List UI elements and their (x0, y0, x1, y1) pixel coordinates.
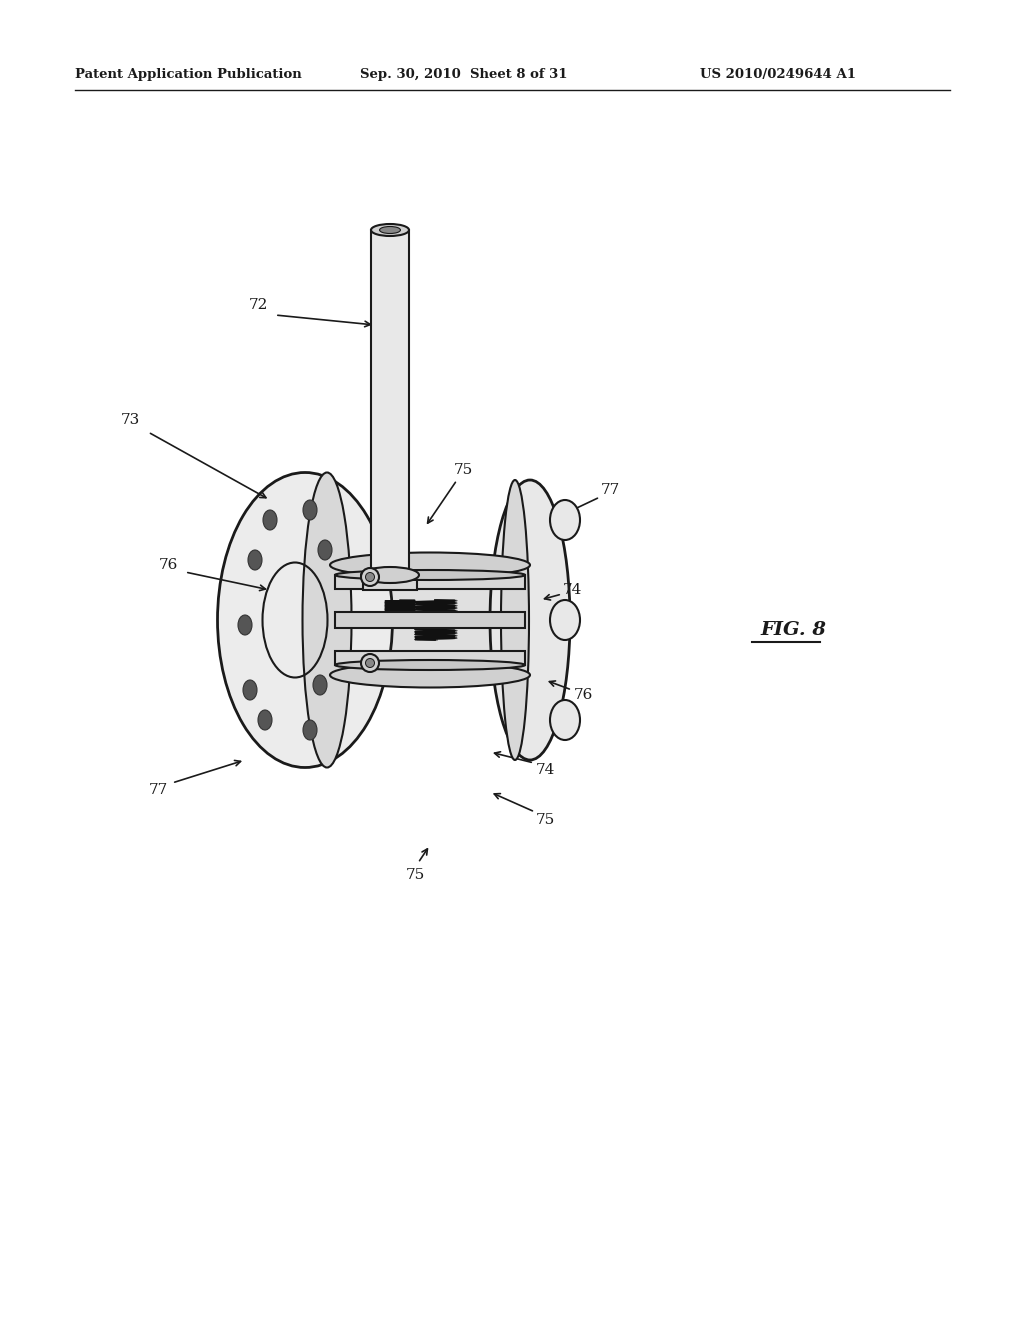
Ellipse shape (248, 550, 262, 570)
Polygon shape (330, 565, 530, 675)
Text: 74: 74 (562, 583, 582, 597)
Ellipse shape (318, 540, 332, 560)
Text: 73: 73 (121, 413, 139, 426)
Polygon shape (335, 651, 525, 665)
Text: 74: 74 (390, 483, 410, 498)
Text: 74: 74 (536, 763, 555, 777)
Text: Sep. 30, 2010  Sheet 8 of 31: Sep. 30, 2010 Sheet 8 of 31 (360, 69, 567, 81)
Ellipse shape (501, 480, 529, 760)
Ellipse shape (366, 573, 375, 582)
Ellipse shape (258, 710, 272, 730)
Ellipse shape (330, 663, 530, 688)
Ellipse shape (217, 473, 392, 767)
Polygon shape (362, 576, 417, 590)
Text: FIG. 8: FIG. 8 (760, 620, 826, 639)
Text: 75: 75 (454, 463, 473, 477)
Text: 72: 72 (248, 298, 267, 312)
Ellipse shape (361, 653, 379, 672)
Ellipse shape (303, 719, 317, 741)
Polygon shape (371, 230, 409, 570)
Text: 77: 77 (148, 783, 168, 797)
Ellipse shape (361, 568, 419, 583)
Text: 76: 76 (159, 558, 178, 572)
Polygon shape (335, 576, 525, 589)
Ellipse shape (238, 615, 252, 635)
Ellipse shape (550, 601, 580, 640)
Ellipse shape (263, 510, 278, 531)
Ellipse shape (335, 660, 525, 671)
Text: Patent Application Publication: Patent Application Publication (75, 69, 302, 81)
Ellipse shape (313, 675, 327, 696)
Ellipse shape (550, 500, 580, 540)
Text: 77: 77 (600, 483, 620, 498)
Ellipse shape (330, 553, 530, 578)
Ellipse shape (243, 680, 257, 700)
Text: 75: 75 (406, 869, 425, 882)
Ellipse shape (361, 568, 379, 586)
Ellipse shape (490, 480, 570, 760)
Text: US 2010/0249644 A1: US 2010/0249644 A1 (700, 69, 856, 81)
Ellipse shape (303, 500, 317, 520)
Text: 76: 76 (573, 688, 593, 702)
Text: 75: 75 (536, 813, 555, 828)
Ellipse shape (335, 570, 525, 579)
Polygon shape (335, 612, 525, 628)
Ellipse shape (302, 473, 351, 767)
Ellipse shape (550, 700, 580, 741)
Ellipse shape (380, 227, 400, 234)
Ellipse shape (371, 224, 409, 236)
Ellipse shape (366, 659, 375, 668)
